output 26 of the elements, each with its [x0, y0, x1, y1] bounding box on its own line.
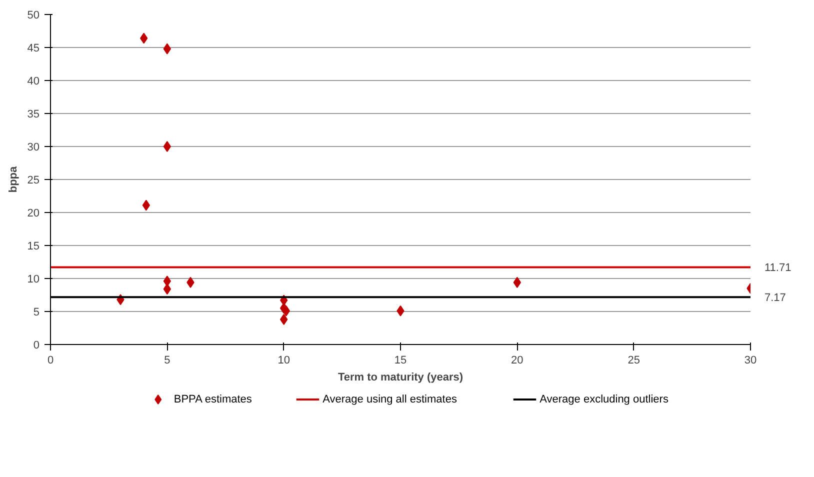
x-tick-label: 5: [164, 354, 170, 366]
y-tick-label: 40: [27, 76, 40, 88]
y-axis-title: bppa: [7, 165, 20, 193]
legend-label: Average using all estimates: [322, 394, 458, 406]
y-tick-label: 20: [27, 208, 40, 220]
annotation: 11.71: [764, 262, 792, 274]
x-tick-label: 10: [278, 354, 290, 366]
y-tick-label: 5: [33, 306, 40, 318]
legend-label: BPPA estimates: [174, 394, 252, 406]
x-tick-label: 0: [47, 354, 54, 366]
x-tick-label: 30: [744, 354, 757, 366]
point: [163, 141, 171, 152]
annotation: 7.17: [764, 292, 786, 304]
x-axis-title: Term to maturity (years): [338, 372, 464, 384]
x-tick-label: 25: [628, 354, 640, 366]
y-tick-label: 30: [27, 142, 40, 154]
legend-label: Average excluding outliers: [540, 394, 669, 406]
y-tick-label: 35: [27, 108, 40, 120]
x-tick-label: 15: [394, 354, 407, 366]
y-tick-label: 50: [27, 10, 40, 22]
y-tick-label: 10: [27, 274, 40, 286]
y-tick-label: 25: [27, 174, 40, 186]
x-tick-label: 20: [511, 354, 524, 366]
y-tick-label: 15: [27, 240, 40, 252]
y-tick-label: 45: [27, 42, 40, 54]
y-tick-label: 0: [33, 340, 40, 352]
